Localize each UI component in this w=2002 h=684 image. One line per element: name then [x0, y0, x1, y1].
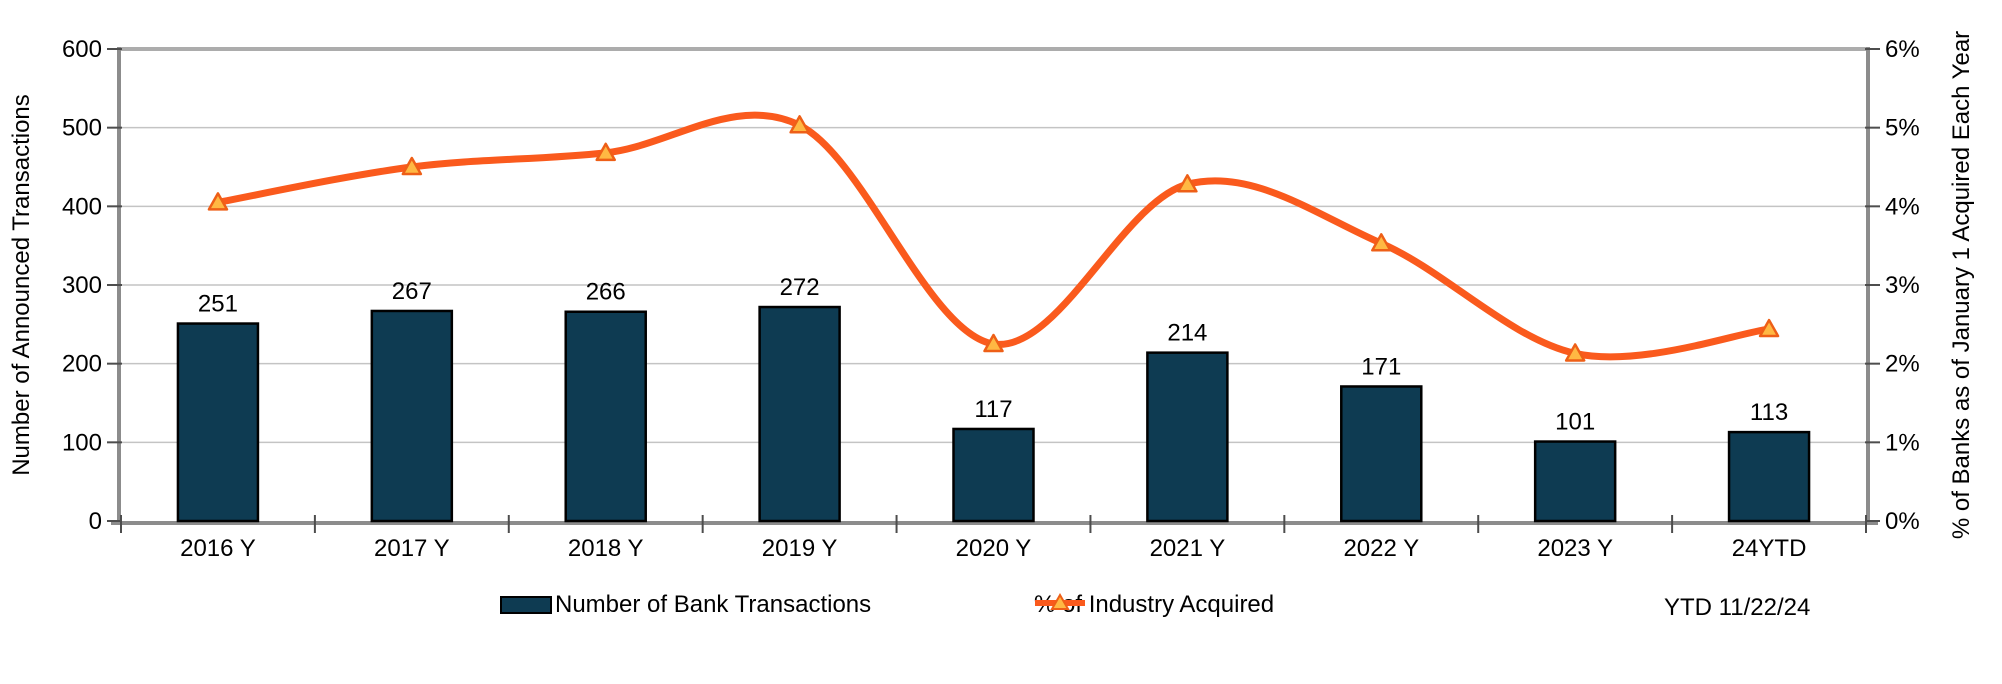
x-axis-label: 2023 Y — [1537, 535, 1613, 562]
right-axis-tick-label: 4% — [1885, 193, 1920, 220]
line-marker-24YTD — [1758, 318, 1780, 338]
left-axis-tick-label: 0 — [89, 508, 102, 535]
bar-2021 Y — [1146, 351, 1229, 523]
x-axis-label: 2018 Y — [568, 535, 644, 562]
bar-data-label: 101 — [1555, 409, 1595, 436]
bar-2019 Y — [758, 305, 841, 523]
left-axis-tick-label: 200 — [62, 351, 102, 378]
bar-data-label: 272 — [780, 274, 820, 301]
bar-legend-swatch — [500, 596, 552, 614]
right-axis-tick-label: 3% — [1885, 272, 1920, 299]
right-axis-tick-label: 1% — [1885, 429, 1920, 456]
bar-2020 Y — [952, 427, 1035, 523]
legend-item-industry-acquired: % of Industry Acquired — [1034, 591, 1274, 618]
right-axis-title: % of Banks as of January 1 Acquired Each… — [1948, 30, 1975, 540]
bar-data-label: 266 — [586, 279, 626, 306]
left-axis-tick-label: 500 — [62, 115, 102, 142]
right-axis-tick-label: 0% — [1885, 508, 1920, 535]
x-axis-label: 24YTD — [1732, 535, 1807, 562]
bar-data-label: 117 — [974, 396, 1012, 423]
x-axis-label: 2020 Y — [956, 535, 1032, 562]
left-axis-tick-label: 300 — [62, 272, 102, 299]
left-axis-title: Number of Announced Transactions — [8, 94, 35, 476]
bar-data-label: 113 — [1750, 399, 1788, 426]
ytd-footnote: YTD 11/22/24 — [1664, 594, 1811, 621]
legend-triangle-marker-icon — [1050, 592, 1070, 610]
line-legend-swatch — [1035, 592, 1085, 610]
x-axis-label: 2022 Y — [1343, 535, 1419, 562]
bar-data-label: 267 — [392, 278, 432, 305]
x-axis-label: 2021 Y — [1150, 535, 1226, 562]
bar-2017 Y — [370, 309, 454, 523]
bar-2018 Y — [564, 310, 647, 523]
left-axis-tick-label: 600 — [62, 36, 102, 63]
x-axis-label: 2017 Y — [374, 535, 450, 562]
legend-label-bank-transactions: Number of Bank Transactions — [555, 591, 872, 618]
legend-item-bank-transactions: Number of Bank Transactions — [500, 591, 872, 618]
line-marker-2022 Y — [1371, 233, 1392, 252]
bar-data-label: 251 — [198, 291, 238, 318]
left-axis-tick-label: 100 — [62, 429, 102, 456]
line-marker-2023 Y — [1564, 343, 1586, 362]
bar-2016 Y — [176, 322, 260, 523]
line-marker-2021 Y — [1177, 174, 1198, 193]
bar-data-label: 214 — [1167, 320, 1207, 347]
bar-2023 Y — [1533, 440, 1617, 523]
x-axis-label: 2016 Y — [180, 535, 256, 562]
line-marker-2018 Y — [595, 142, 616, 162]
right-axis-tick-label: 6% — [1885, 36, 1920, 63]
line-marker-2016 Y — [207, 192, 229, 211]
line-marker-2017 Y — [401, 156, 423, 176]
right-axis-tick-label: 2% — [1885, 351, 1920, 378]
bar-24YTD — [1727, 430, 1811, 523]
bar-data-label: 171 — [1361, 353, 1401, 380]
line-marker-2019 Y — [789, 115, 810, 134]
left-axis-tick-label: 400 — [62, 193, 102, 220]
line-marker-2020 Y — [983, 333, 1004, 353]
bar-2022 Y — [1340, 385, 1423, 523]
x-axis-label: 2019 Y — [762, 535, 838, 562]
right-axis-tick-label: 5% — [1885, 115, 1920, 142]
